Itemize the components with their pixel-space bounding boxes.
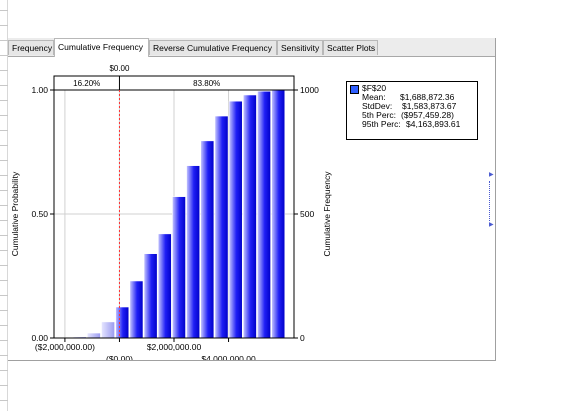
sheet-row-line [0, 385, 8, 386]
tab-sensitivity[interactable]: Sensitivity [277, 40, 323, 55]
sheet-row-line [0, 100, 8, 101]
legend-series-name: $F$20 [362, 83, 387, 93]
sheet-row-line [0, 85, 8, 86]
sheet-row-line [0, 280, 8, 281]
sheet-row-line [0, 250, 8, 251]
histogram-bar [143, 253, 158, 339]
histogram-bar [115, 306, 130, 339]
sheet-row-line [0, 355, 8, 356]
y-axis-title: Cumulative Probability [10, 171, 20, 256]
histogram-bar [242, 94, 257, 339]
histogram-bar [129, 280, 144, 339]
x-axis-tick-label: ($2,000,000.00) [35, 342, 95, 352]
histogram-bar [186, 165, 201, 339]
legend-5th-perc-value: ($957,459.28) [401, 110, 454, 120]
histogram-bar [101, 321, 115, 339]
sheet-row-line [0, 70, 8, 71]
legend-swatch [350, 85, 359, 94]
x-axis-tick-label: ($0.00) [106, 354, 133, 360]
sheet-row-line [0, 10, 8, 11]
sheet-row-line [0, 265, 8, 266]
sheet-row-line [0, 175, 8, 176]
tab-scatter-plots[interactable]: Scatter Plots [323, 40, 378, 55]
histogram-bar [86, 332, 101, 339]
legend-stddev: StdDev: $1,583,873.67 [362, 101, 456, 112]
sheet-row-line [0, 370, 8, 371]
y2-axis-tick-label: 500 [300, 209, 314, 219]
legend-95th-perc-label: 95th Perc: [362, 119, 401, 129]
left-percentage-label: 16.20% [73, 79, 100, 88]
legend-95th-perc-value: $4,163,893.61 [406, 119, 461, 129]
legend-stddev-value: $1,583,873.67 [402, 101, 457, 111]
legend-95th-perc: 95th Perc: $4,163,893.61 [362, 119, 460, 130]
legend-mean-label: Mean: [362, 92, 386, 102]
x-axis-tick-label: $4,000,000.00 [201, 354, 256, 360]
legend-stddev-label: StdDev: [362, 101, 393, 111]
tab-cumulative-frequency[interactable]: Cumulative Frequency [54, 38, 149, 57]
cumulative-frequency-chart: 16.20% 83.80% $0.00 0.00 0.50 1.00 0 500 1000 ($2… [10, 64, 332, 364]
sheet-row-line [0, 130, 8, 131]
scroll-right-arrow-icon[interactable]: ▶ [489, 222, 494, 228]
y2-axis-tick-label: 1000 [300, 85, 319, 95]
y2-axis-tick-label: 0 [300, 333, 305, 343]
right-percentage-label: 83.80% [193, 79, 220, 88]
sheet-row-line [0, 145, 8, 146]
histogram-bar [172, 196, 186, 339]
tab-reverse-cumulative-frequency[interactable]: Reverse Cumulative Frequency [149, 40, 277, 55]
legend-5th-perc-label: 5th Perc: [362, 110, 397, 120]
y-axis-tick-label: 0.50 [31, 209, 48, 219]
histogram-bar [157, 233, 172, 339]
histogram-bar [214, 115, 229, 339]
x-axis-tick-label: $2,000,000.00 [147, 342, 202, 352]
tab-strip: Frequency Cumulative Frequency Reverse C… [8, 38, 495, 57]
scroll-track[interactable] [489, 181, 496, 221]
legend-mean-value: $1,688,872.36 [400, 92, 455, 102]
legend-5th-perc: 5th Perc: ($957,459.28) [362, 110, 454, 121]
histogram-bar [271, 89, 286, 339]
sheet-row-line [0, 55, 8, 56]
legend-mean: Mean: $1,688,872.36 [362, 92, 454, 103]
sheet-row-line [0, 340, 8, 341]
statistics-legend: $F$20 Mean: $1,688,872.36 StdDev: $1,583… [346, 81, 478, 140]
sheet-row-line [0, 190, 8, 191]
scroll-right-arrow-icon[interactable]: ▶ [489, 172, 494, 178]
sheet-row-line [0, 160, 8, 161]
sheet-row-line [0, 205, 8, 206]
y-axis-tick-label: 1.00 [31, 85, 48, 95]
sheet-row-line [0, 40, 8, 41]
sheet-row-line [0, 115, 8, 116]
sheet-row-line [0, 295, 8, 296]
sheet-row-line [0, 25, 8, 26]
sheet-row-line [0, 220, 8, 221]
histogram-bar [228, 100, 243, 339]
chart-panel: Frequency Cumulative Frequency Reverse C… [8, 38, 496, 364]
histogram-bar [257, 90, 271, 339]
y-axis-tick-label: 0.00 [31, 333, 48, 343]
y2-axis-title: Cumulative Frequency [322, 171, 332, 257]
percentile-strip [53, 75, 295, 91]
marker-value-label: $0.00 [109, 64, 130, 73]
tab-frequency[interactable]: Frequency [8, 40, 54, 55]
sheet-row-line [0, 235, 8, 236]
sheet-row-line [0, 325, 8, 326]
sheet-row-line [0, 310, 8, 311]
sheet-row-line [0, 400, 8, 401]
histogram-bar [200, 140, 215, 339]
